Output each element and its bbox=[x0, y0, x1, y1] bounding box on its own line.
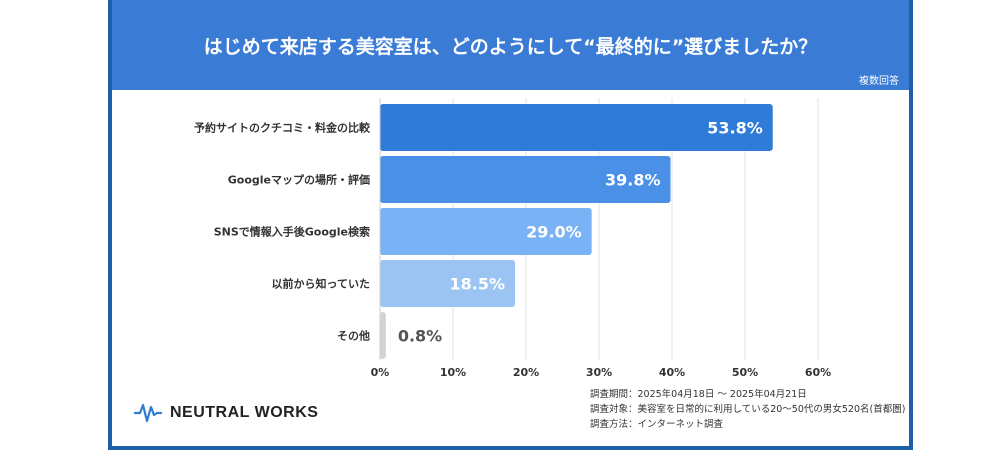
category-label: 以前から知っていた bbox=[272, 277, 370, 291]
multiple-answer-note: 複数回答 bbox=[859, 76, 899, 87]
survey-method: 調査方法：インターネット調査 bbox=[590, 419, 724, 430]
x-tick-label: 0% bbox=[371, 366, 390, 379]
category-label: SNSで情報入手後Google検索 bbox=[214, 225, 370, 239]
brand-name: NEUTRAL WORKS bbox=[170, 404, 319, 421]
chart-header: はじめて来店する美容室は、どのようにして“最終的に”選びましたか？ 複数回答 bbox=[112, 0, 909, 90]
category-label: Googleマップの場所・評価 bbox=[228, 173, 370, 187]
value-label: 53.8% bbox=[707, 119, 763, 138]
bar bbox=[380, 104, 773, 151]
brand-logo: NEUTRAL WORKS bbox=[134, 403, 318, 423]
value-label: 29.0% bbox=[526, 223, 582, 242]
chart-title: はじめて来店する美容室は、どのようにして“最終的に”選びましたか？ bbox=[203, 36, 818, 58]
chart-frame: はじめて来店する美容室は、どのようにして“最終的に”選びましたか？ 複数回答 0… bbox=[108, 0, 913, 450]
bar bbox=[380, 260, 516, 307]
category-label: その他 bbox=[337, 329, 370, 343]
survey-target: 調査対象：美容室を日常的に利用している20〜50代の男女520名(首都圏) bbox=[590, 404, 906, 415]
bar bbox=[380, 312, 386, 359]
x-tick-label: 60% bbox=[805, 366, 831, 379]
survey-info: 調査期間：2025年04月18日 〜 2025年04月21日 調査対象：美容室を… bbox=[590, 387, 905, 432]
value-label: 18.5% bbox=[450, 275, 506, 294]
x-tick-label: 30% bbox=[586, 366, 612, 379]
category-label: 予約サイトのクチコミ・料金の比較 bbox=[194, 121, 371, 135]
pulse-logo-icon bbox=[134, 403, 162, 423]
x-tick-label: 20% bbox=[513, 366, 539, 379]
bar-chart: 0% 10% 20% 30% 40% 50% 60% 予約サイトのクチコミ・料金の比較 53.8… bbox=[194, 98, 831, 379]
survey-period: 調査期間：2025年04月18日 〜 2025年04月21日 bbox=[590, 389, 807, 400]
bar bbox=[380, 156, 671, 203]
value-label: 0.8% bbox=[398, 327, 442, 346]
x-tick-label: 40% bbox=[659, 366, 685, 379]
bar bbox=[380, 208, 592, 255]
value-label: 39.8% bbox=[605, 171, 661, 190]
x-tick-label: 50% bbox=[732, 366, 758, 379]
x-tick-label: 10% bbox=[440, 366, 466, 379]
